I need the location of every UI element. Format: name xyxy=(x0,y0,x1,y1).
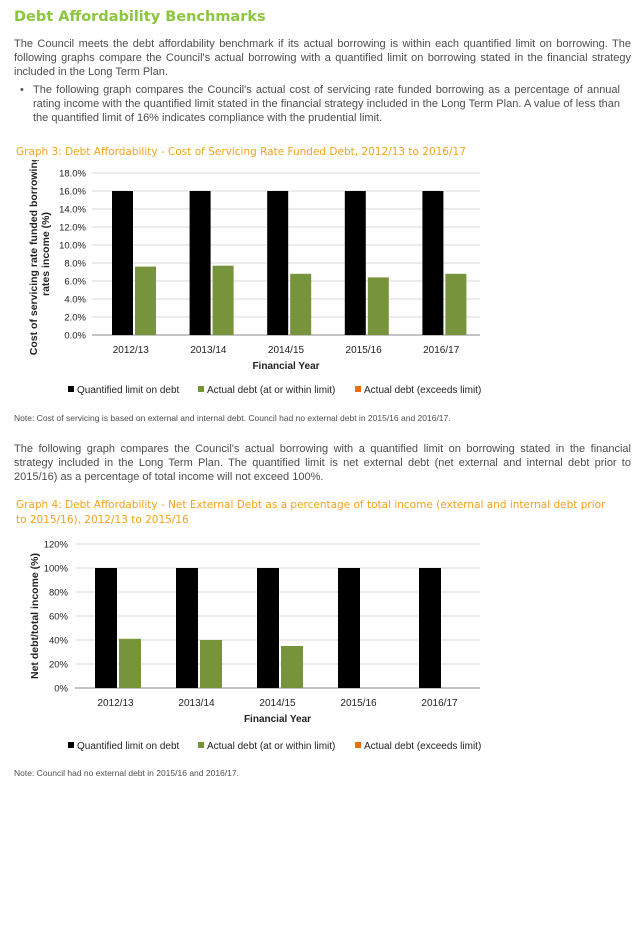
y-tick-label: 100% xyxy=(44,564,69,575)
legend-swatch-exceeds xyxy=(355,386,361,392)
bar-within-2014-15 xyxy=(281,646,303,688)
legend-label-exceeds: Actual debt (exceeds limit) xyxy=(364,385,481,396)
y-tick-label: 8.0% xyxy=(64,259,86,270)
bar-within-2013-14 xyxy=(212,265,234,335)
y-axis-label: Cost of servicing rate funded borrowing/ xyxy=(28,160,40,355)
graph4-intro-paragraph: The following graph compares the Council… xyxy=(14,443,631,483)
graph3-chart: 0.0% 2.0% 4.0% 6.0% 8.0% 10.0% 12.0% 14.0% 16.0%… xyxy=(0,160,643,410)
legend-swatch-within xyxy=(198,742,204,748)
y-axis-label: Net debt/total income (%) xyxy=(29,553,41,679)
bar-within-2016-17 xyxy=(445,273,467,335)
note-graph4: Note: Council had no external debt in 20… xyxy=(14,768,239,778)
bar-limit-2013-14 xyxy=(176,568,198,688)
bar-within-2013-14 xyxy=(200,640,222,688)
graph3-title: Graph 3: Debt Affordability - Cost of Se… xyxy=(16,146,466,158)
x-axis-label: Financial Year xyxy=(244,714,311,725)
legend-swatch-exceeds xyxy=(355,742,361,748)
x-tick-label: 2016/17 xyxy=(421,698,458,709)
bar-within-2012-13 xyxy=(119,638,141,688)
y-tick-label: 16.0% xyxy=(59,187,86,198)
y-axis-label: rates income (%) xyxy=(40,212,52,296)
bar-limit-2014-15 xyxy=(257,568,279,688)
legend-label-limit: Quantified limit on debt xyxy=(77,741,180,752)
y-tick-label: 20% xyxy=(49,660,69,671)
y-tick-label: 10.0% xyxy=(59,241,86,252)
bullet-item: • The following graph compares the Counc… xyxy=(20,83,620,125)
bar-within-2012-13 xyxy=(135,266,156,335)
x-tick-label: 2013/14 xyxy=(190,345,227,356)
legend-label-limit: Quantified limit on debt xyxy=(77,385,180,396)
bar-within-2015-16 xyxy=(367,277,389,335)
bar-within-2014-15 xyxy=(290,273,312,335)
y-tick-label: 2.0% xyxy=(64,313,86,324)
graph4-title: Graph 4: Debt Affordability - Net Extern… xyxy=(16,499,606,526)
legend-swatch-limit xyxy=(68,386,74,392)
y-tick-label: 120% xyxy=(44,540,69,551)
bar-limit-2012-13 xyxy=(112,191,133,335)
legend-label-within: Actual debt (at or within limit) xyxy=(207,385,335,396)
bar-limit-2015-16 xyxy=(344,191,366,335)
y-tick-label: 40% xyxy=(49,636,69,647)
legend-label-exceeds: Actual debt (exceeds limit) xyxy=(364,741,481,752)
x-axis-label: Financial Year xyxy=(252,361,319,372)
x-tick-label: 2015/16 xyxy=(340,698,377,709)
bullet-text: The following graph compares the Council… xyxy=(33,84,620,124)
bar-limit-2014-15 xyxy=(267,191,289,335)
bullet-dot-icon: • xyxy=(20,84,24,96)
bar-limit-2012-13 xyxy=(95,568,117,688)
graph4-svg: 0% 20% 40% 60% 80% 100% 120% 2012/13 2013/14 2014… xyxy=(29,540,481,753)
graph3-svg: 0.0% 2.0% 4.0% 6.0% 8.0% 10.0% 12.0% 14.0% 16.0%… xyxy=(28,160,481,396)
y-tick-label: 14.0% xyxy=(59,205,86,216)
page-heading: Debt Affordability Benchmarks xyxy=(14,9,266,25)
legend-swatch-within xyxy=(198,386,204,392)
bar-limit-2016-17 xyxy=(419,568,441,688)
y-tick-label: 60% xyxy=(49,612,69,623)
intro-paragraph: The Council meets the debt affordability… xyxy=(14,38,631,78)
x-tick-label: 2014/15 xyxy=(259,698,296,709)
bar-limit-2015-16 xyxy=(338,568,360,688)
bar-limit-2013-14 xyxy=(189,191,211,335)
legend-swatch-limit xyxy=(68,742,74,748)
x-tick-label: 2016/17 xyxy=(423,345,460,356)
legend-label-within: Actual debt (at or within limit) xyxy=(207,741,335,752)
y-tick-label: 0.0% xyxy=(64,331,86,342)
y-tick-label: 6.0% xyxy=(64,277,86,288)
x-tick-label: 2013/14 xyxy=(178,698,215,709)
x-tick-label: 2015/16 xyxy=(346,345,383,356)
y-tick-label: 12.0% xyxy=(59,223,86,234)
y-tick-label: 80% xyxy=(49,588,69,599)
x-tick-label: 2012/13 xyxy=(97,698,134,709)
y-tick-label: 18.0% xyxy=(59,169,86,180)
note-graph3: Note: Cost of servicing is based on exte… xyxy=(14,413,451,423)
graph4-chart: 0% 20% 40% 60% 80% 100% 120% 2012/13 2013/14 2014… xyxy=(0,530,643,765)
y-tick-label: 4.0% xyxy=(64,295,86,306)
bar-limit-2016-17 xyxy=(422,191,444,335)
x-tick-label: 2014/15 xyxy=(268,345,305,356)
x-tick-label: 2012/13 xyxy=(113,345,150,356)
y-tick-label: 0% xyxy=(54,684,68,695)
